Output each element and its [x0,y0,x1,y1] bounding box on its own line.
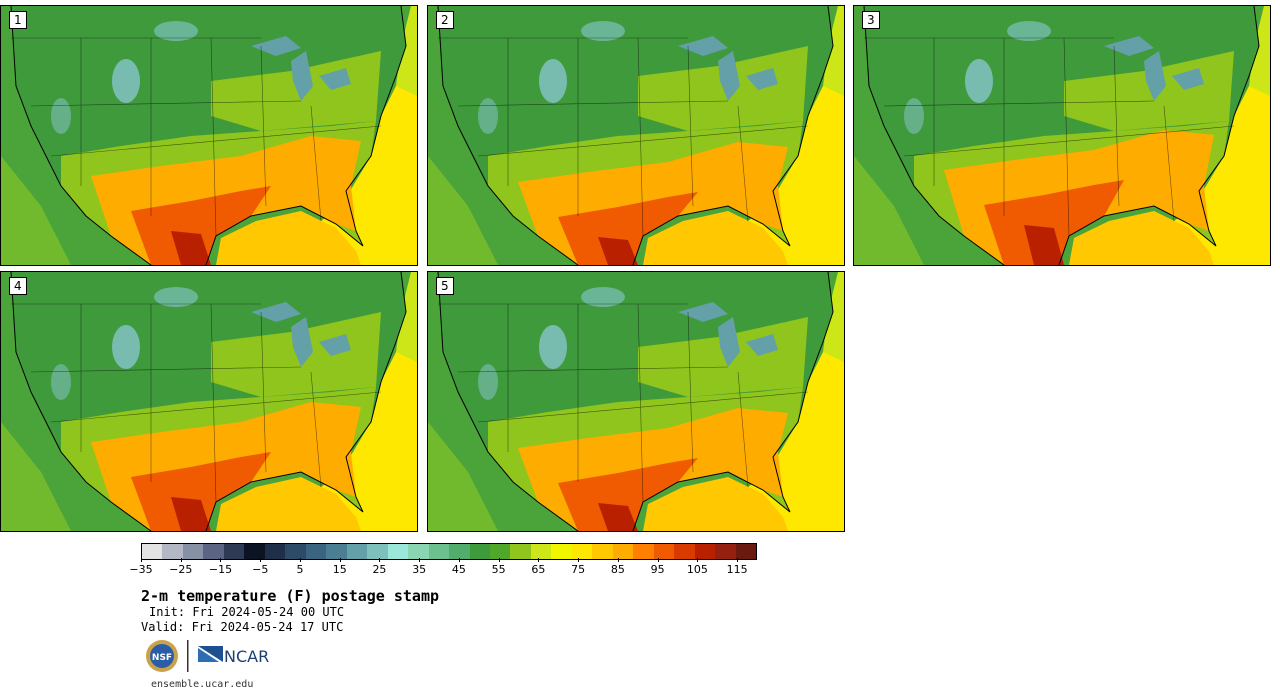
website-url: ensemble.ucar.edu [151,679,254,690]
nsf-logo: NSF [146,640,178,672]
colorbar-tick-label: 5 [296,563,304,576]
colorbar-swatch [223,544,245,559]
chart-title: 2-m temperature (F) postage stamp [141,587,440,605]
temperature-map [1,272,417,531]
colorbar-tick [697,558,699,562]
colorbar-tick [737,558,739,562]
colorbar-swatch [285,544,306,559]
colorbar-tick-label: 75 [571,563,586,576]
colorbar-swatch [162,544,183,559]
member-number-label: 4 [9,277,27,295]
colorbar-tick-label: 25 [372,563,387,576]
temperature-map [854,6,1270,265]
colorbar-swatch [633,544,654,559]
init-time: Init: Fri 2024-05-24 00 UTC [149,605,345,619]
colorbar-swatch [571,544,593,559]
colorbar-swatch [428,544,450,559]
temperature-map [428,272,844,531]
colorbar-tick [141,558,142,562]
colorbar-swatch [387,544,409,559]
colorbar-tick [180,558,182,562]
temperature-map [428,6,844,265]
colorbar-swatch [408,544,429,559]
ncar-logo: NCAR [198,646,269,666]
colorbar-swatch [142,544,163,559]
colorbar-tick-label: −25 [169,563,193,576]
colorbar-swatch [592,544,613,559]
colorbar-tick-label: 115 [726,563,748,576]
colorbar-tick [339,558,341,562]
colorbar-tick-label: −5 [252,563,269,576]
valid-time: Valid: Fri 2024-05-24 17 UTC [141,620,344,634]
colorbar-ticks: −35 −25 −15 −5 5 15 25 35 45 55 65 75 85 95 105 115 [129,558,757,578]
ncar-logo-text: NCAR [224,647,269,666]
nsf-logo-text: NSF [152,653,172,663]
ensemble-member-panel: 4 [0,271,418,532]
logo-divider [187,640,189,672]
colorbar-swatch [326,544,347,559]
ensemble-member-panel: 5 [427,271,845,532]
colorbar-tick [578,558,580,562]
colorbar-tick-label: 55 [491,563,506,576]
colorbar-swatch [489,544,511,559]
colorbar-swatch [551,544,572,559]
colorbar-swatch [674,544,695,559]
colorbar-swatch [244,544,265,559]
colorbar-tick [260,558,262,562]
ensemble-member-panel: 1 [0,5,418,266]
ensemble-member-panel: 2 [427,5,845,266]
colorbar-swatch [694,544,716,559]
colorbar-tick [379,558,381,562]
colorbar-swatch [715,544,736,559]
colorbar-tick [458,558,460,562]
temperature-colorbar [141,543,757,560]
colorbar-tick-label: 65 [531,563,546,576]
colorbar-tick [220,558,222,562]
colorbar-tick [299,558,301,562]
colorbar-tick-label: 85 [610,563,625,576]
colorbar-tick-label: 105 [686,563,708,576]
colorbar-tick-label: 95 [650,563,665,576]
colorbar-tick [419,558,421,562]
colorbar-tick-label: 35 [412,563,427,576]
colorbar-swatch [182,544,204,559]
colorbar-tick [617,558,619,562]
colorbar-swatch [469,544,490,559]
colorbar-swatch [449,544,470,559]
member-number-label: 1 [9,11,27,29]
colorbar-tick-label: 15 [332,563,347,576]
colorbar-swatch [264,544,286,559]
colorbar-tick [498,558,500,562]
colorbar-swatch [203,544,224,559]
temperature-map [1,6,417,265]
member-number-label: 3 [862,11,880,29]
colorbar-swatch [530,544,552,559]
colorbar-swatch [612,544,634,559]
colorbar-tick [538,558,540,562]
colorbar-tick-label: 45 [451,563,466,576]
colorbar-swatch [346,544,368,559]
colorbar-swatch [367,544,388,559]
member-number-label: 5 [436,277,454,295]
colorbar-swatch [305,544,327,559]
colorbar-tick [657,558,659,562]
logo-row: NSF NCAR [146,640,269,672]
colorbar-swatch [510,544,531,559]
member-number-label: 2 [436,11,454,29]
colorbar-swatch [735,544,757,559]
colorbar-swatch [653,544,675,559]
colorbar-tick-label: −15 [208,563,233,576]
colorbar-tick-label: −35 [129,563,153,576]
ensemble-member-panel: 3 [853,5,1271,266]
